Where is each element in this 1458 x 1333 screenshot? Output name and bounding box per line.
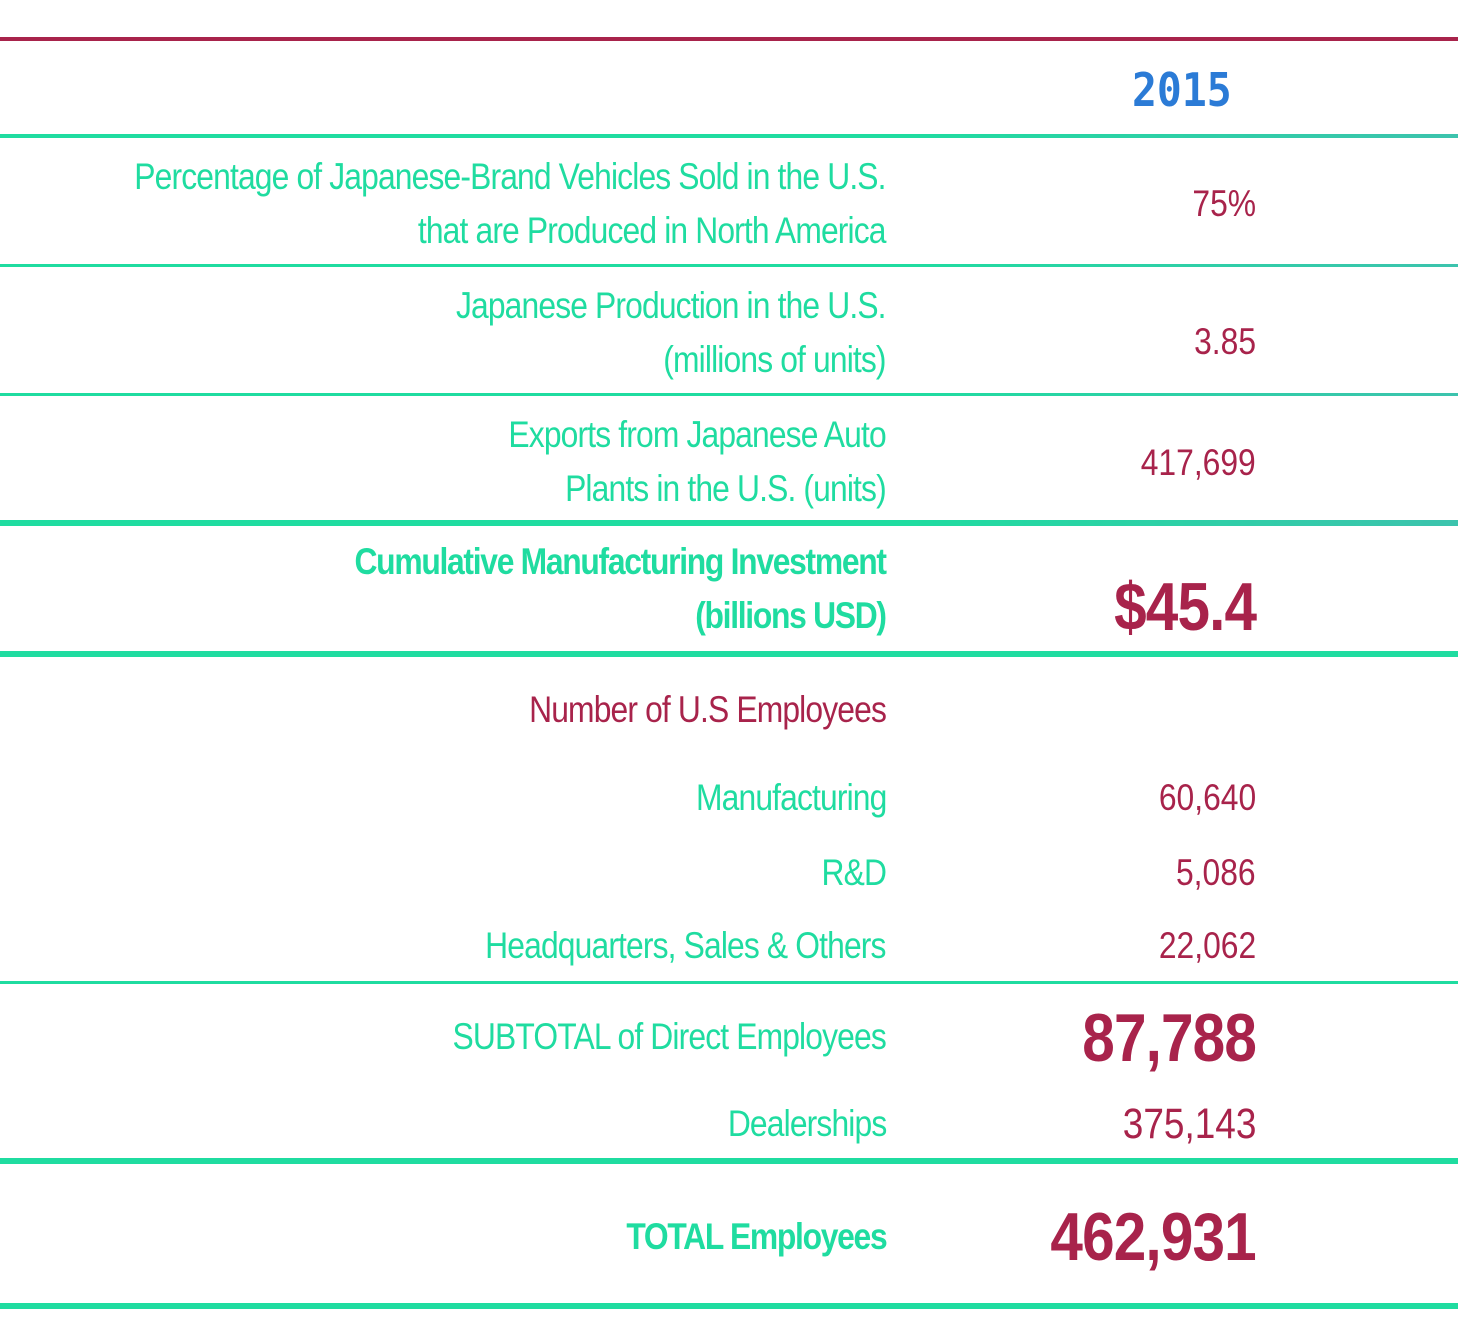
row-value-total: 462,931	[1050, 1199, 1257, 1275]
row-value-pct-japanese: 75%	[1192, 183, 1256, 224]
label-line: Percentage of Japanese-Brand Vehicles So…	[134, 156, 887, 197]
label-line: that are Produced in North America	[418, 210, 887, 251]
bottom-rule	[0, 1303, 1458, 1309]
row-value-investment: $45.4	[1113, 569, 1257, 645]
row-label-dealerships: Dealerships	[727, 1103, 886, 1144]
label-line: Cumulative Manufacturing Investment	[354, 541, 888, 582]
divider	[0, 520, 1458, 526]
row-label-rnd: R&D	[821, 852, 886, 893]
divider	[0, 1158, 1458, 1164]
employees-heading: Number of U.S Employees	[529, 689, 887, 730]
row-value-subtotal: 87,788	[1082, 1000, 1257, 1076]
row-label-pct-japanese: Percentage of Japanese-Brand Vehicles So…	[134, 150, 887, 258]
top-rule	[0, 37, 1458, 41]
label-line: Plants in the U.S. (units)	[565, 468, 887, 509]
row-value-hq-sales: 22,062	[1158, 925, 1256, 966]
row-label-total: TOTAL Employees	[625, 1216, 887, 1257]
label-line: (millions of units)	[663, 339, 887, 380]
row-value-production: 3.85	[1194, 321, 1256, 362]
divider	[0, 393, 1458, 396]
row-label-production: Japanese Production in the U.S. (million…	[456, 279, 887, 387]
divider	[0, 651, 1458, 657]
label-line: Exports from Japanese Auto	[508, 414, 887, 455]
row-label-manufacturing: Manufacturing	[695, 777, 887, 818]
row-label-hq-sales: Headquarters, Sales & Others	[485, 925, 887, 966]
divider	[0, 134, 1458, 138]
label-line: (billions USD)	[695, 595, 887, 636]
row-value-rnd: 5,086	[1176, 852, 1256, 893]
row-value-dealerships: 375,143	[1122, 1100, 1256, 1148]
row-label-investment: Cumulative Manufacturing Investment (bil…	[354, 535, 888, 643]
label-line: Japanese Production in the U.S.	[456, 285, 887, 326]
row-label-exports: Exports from Japanese Auto Plants in the…	[508, 408, 887, 516]
divider	[0, 981, 1458, 984]
row-value-exports: 417,699	[1140, 442, 1256, 483]
year-header: 2015	[1132, 63, 1232, 117]
row-label-subtotal: SUBTOTAL of Direct Employees	[452, 1016, 887, 1057]
divider	[0, 264, 1458, 267]
row-value-manufacturing: 60,640	[1158, 777, 1256, 818]
